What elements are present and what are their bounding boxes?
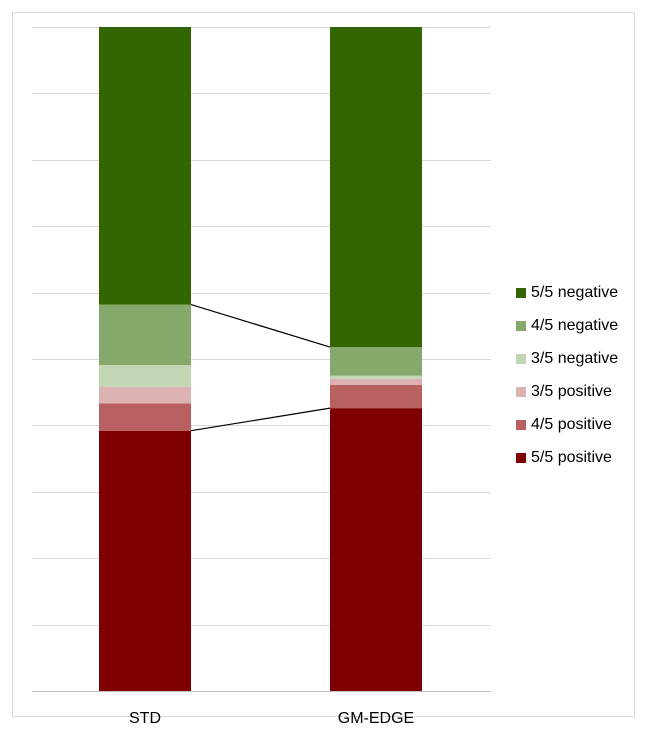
series-line xyxy=(190,407,331,432)
legend-item: 3/5 negative xyxy=(516,348,618,370)
legend-swatch xyxy=(516,354,526,364)
legend-item: 4/5 positive xyxy=(516,414,618,436)
legend-swatch xyxy=(516,387,526,397)
bar-segment xyxy=(330,27,422,348)
legend-swatch xyxy=(516,288,526,298)
legend-label: 4/5 positive xyxy=(531,416,612,433)
legend-label: 5/5 negative xyxy=(531,284,619,301)
legend-label: 4/5 negative xyxy=(531,317,619,334)
legend-item: 4/5 negative xyxy=(516,315,618,337)
series-lines xyxy=(190,303,331,432)
series-line xyxy=(190,303,331,348)
bar-segment xyxy=(330,375,422,379)
legend-item: 5/5 negative xyxy=(516,282,618,304)
legend-swatch xyxy=(516,420,526,430)
bar-segment xyxy=(99,364,191,387)
bar-segment xyxy=(330,347,422,376)
legend-label: 5/5 positive xyxy=(531,449,612,466)
bar-segment xyxy=(99,386,191,404)
legend-swatch xyxy=(516,453,526,463)
bar-segment xyxy=(99,430,191,691)
legend-item: 5/5 positive xyxy=(516,447,618,469)
x-tick-label: GM-EDGE xyxy=(338,710,414,727)
bar-segment xyxy=(330,408,422,691)
legend-swatch xyxy=(516,321,526,331)
bar-segment xyxy=(99,304,191,365)
legend-label: 3/5 positive xyxy=(531,383,612,400)
x-tick-label: STD xyxy=(129,710,161,727)
bar-segment xyxy=(330,384,422,409)
legend-item: 3/5 positive xyxy=(516,381,618,403)
x-tick-labels: STD GM-EDGE xyxy=(129,710,414,727)
legend: 5/5 negative 4/5 negative 3/5 negative 3/5 … xyxy=(516,282,618,480)
bar-segment xyxy=(99,403,191,431)
bar-segment xyxy=(99,27,191,305)
bars xyxy=(99,27,422,691)
bar-segment xyxy=(330,378,422,385)
legend-label: 3/5 negative xyxy=(531,350,619,367)
